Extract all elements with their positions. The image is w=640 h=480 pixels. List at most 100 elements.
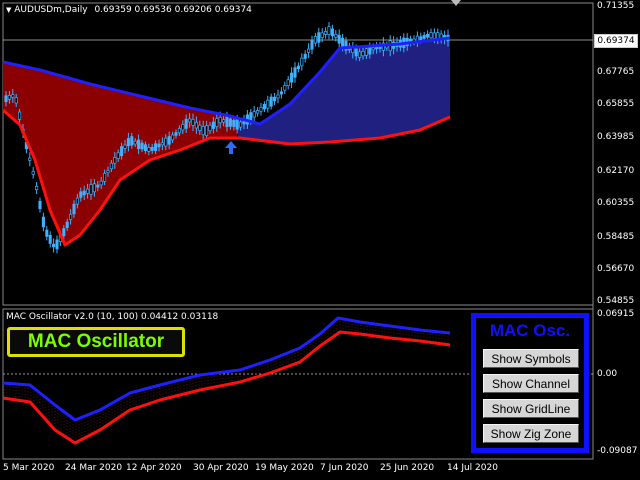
show-gridline-button[interactable]: Show GridLine — [483, 399, 579, 418]
candle-body — [276, 94, 280, 99]
time-axis-tick: 30 Apr 2020 — [193, 463, 249, 473]
candle-body — [300, 57, 304, 67]
candle-body — [361, 51, 365, 57]
candle-body — [262, 104, 266, 110]
candle-body — [266, 99, 270, 109]
bullish-zone-fill — [238, 38, 450, 144]
up-arrow-icon — [225, 141, 237, 154]
time-axis-tick: 5 Mar 2020 — [3, 463, 55, 473]
candle-body — [62, 228, 66, 237]
candle-body — [269, 96, 273, 107]
candle-body — [116, 152, 120, 159]
candle-body — [296, 65, 300, 70]
candle-body — [317, 32, 321, 43]
candle-body — [225, 116, 229, 128]
candle-body — [358, 51, 362, 58]
candle-body — [344, 40, 348, 51]
candle-body — [14, 97, 18, 104]
show-symbols-button[interactable]: Show Symbols — [483, 349, 579, 368]
osc-main-line — [2, 330, 451, 445]
down-triangle-icon[interactable] — [451, 0, 461, 6]
candle-body — [419, 36, 423, 40]
candle-body — [171, 134, 175, 141]
candle-body — [89, 184, 93, 195]
candle-body — [55, 239, 59, 250]
show-zig-zone-button[interactable]: Show Zig Zone — [483, 424, 579, 443]
show-channel-button[interactable]: Show Channel — [483, 374, 579, 393]
candle-body — [140, 142, 144, 150]
candle-body — [334, 33, 338, 38]
candle-body — [31, 170, 35, 175]
candle-body — [368, 46, 372, 55]
candle-body — [341, 37, 345, 48]
time-axis-tick: 19 May 2020 — [255, 463, 314, 473]
price-axis-tick: 0.54855 — [597, 296, 635, 306]
candle-body — [327, 26, 331, 35]
dropdown-icon[interactable]: ▼ — [6, 6, 12, 14]
time-axis-tick: 14 Jul 2020 — [447, 463, 498, 473]
candle-body — [45, 229, 49, 237]
candle-body — [35, 185, 39, 191]
candle-body — [337, 34, 341, 44]
candle-body — [130, 136, 134, 146]
candle-body — [256, 110, 260, 114]
candle-body — [167, 136, 171, 145]
candle-body — [201, 126, 205, 136]
candle-body — [7, 95, 11, 100]
candle-body — [364, 48, 368, 56]
candle-body — [72, 203, 76, 215]
candle-body — [426, 33, 430, 38]
candle-body — [208, 124, 212, 132]
price-axis-tick: 0.63985 — [597, 132, 635, 142]
candle-body — [106, 170, 110, 174]
candle-body — [228, 118, 232, 127]
current-price-tag: 0.69374 — [594, 34, 638, 48]
candle-body — [252, 111, 256, 118]
candle-body — [103, 173, 107, 182]
candle-body — [123, 144, 127, 149]
price-axis-tick: 0.60355 — [597, 198, 635, 208]
candle-body — [174, 132, 178, 136]
candle-body — [75, 197, 79, 205]
price-axis-tick: 0.58485 — [597, 232, 635, 242]
candle-body — [313, 36, 317, 44]
candle-body — [184, 118, 188, 129]
candle-body — [273, 96, 277, 102]
candle-body — [303, 53, 307, 59]
osc-signal-line — [2, 316, 451, 422]
candle-body — [92, 183, 96, 193]
brand-label-box: MAC Oscillator — [7, 327, 185, 357]
candle-body — [232, 119, 236, 127]
candle-body — [324, 31, 328, 35]
candle-body — [194, 121, 198, 129]
candle-body — [432, 32, 436, 39]
price-axis-tick: 0.65855 — [597, 99, 635, 109]
candle-body — [120, 146, 124, 157]
main-chart-title: ▼ AUDUSDm,Daily 0.69359 0.69536 0.69206 … — [6, 5, 252, 16]
candle-body — [137, 139, 141, 149]
symbol-timeframe: AUDUSDm,Daily — [14, 5, 88, 15]
bearish-zone-fill — [3, 62, 237, 245]
candle-body — [109, 162, 113, 170]
candle-body — [96, 184, 100, 188]
candle-body — [164, 137, 168, 147]
candle-body — [52, 243, 56, 248]
candle-body — [181, 124, 185, 131]
candle-body — [286, 79, 290, 87]
brand-label: MAC Oscillator — [27, 331, 165, 352]
candle-body — [259, 106, 263, 112]
candle-body — [222, 119, 226, 123]
candle-body — [82, 190, 86, 196]
candle-body — [126, 138, 130, 147]
candle-body — [283, 85, 287, 91]
osc-axis-tick: 0.06915 — [597, 309, 635, 319]
candle-body — [215, 118, 219, 127]
control-panel-title: MAC Osc. — [489, 321, 571, 340]
candle-body — [99, 180, 103, 186]
control-panel: MAC Osc. Show Symbols Show Channel Show … — [471, 313, 589, 453]
price-axis-tick: 0.67765 — [597, 67, 635, 77]
candle-body — [354, 48, 358, 57]
candle-body — [4, 95, 8, 103]
